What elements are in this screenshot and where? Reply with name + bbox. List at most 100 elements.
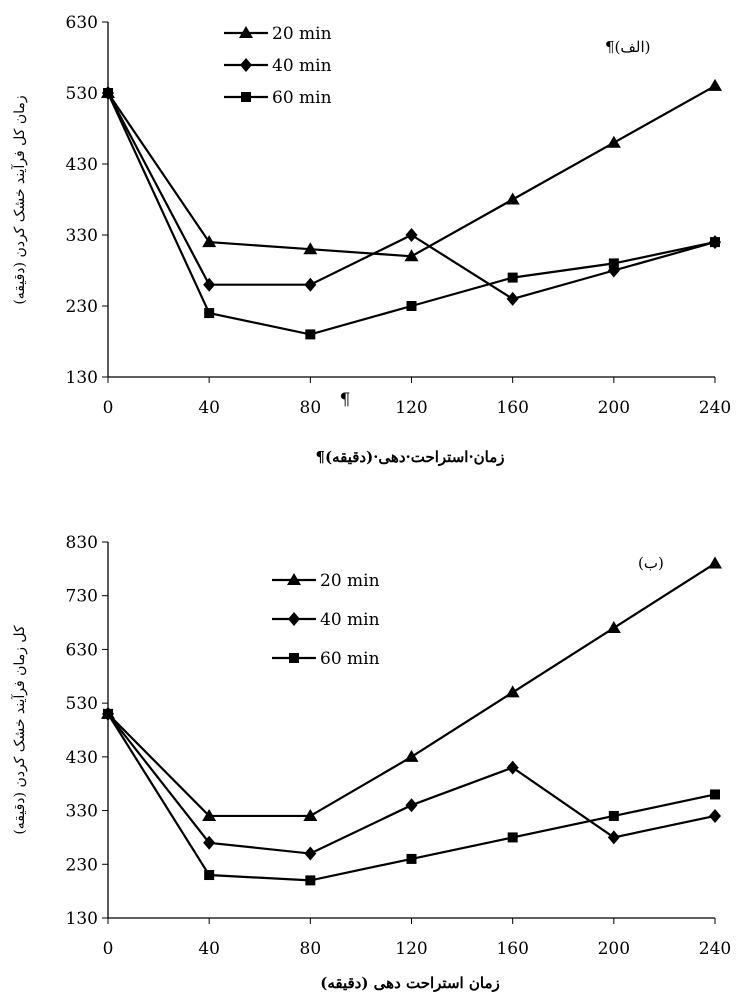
data-point bbox=[404, 249, 419, 262]
data-point bbox=[506, 291, 519, 306]
data-point bbox=[608, 258, 619, 269]
series-square bbox=[103, 708, 720, 886]
legend-entry: 20 min bbox=[272, 571, 380, 591]
y-tick-label: 130 bbox=[66, 368, 98, 388]
data-point bbox=[507, 832, 518, 843]
data-point bbox=[506, 760, 519, 775]
legend-label: 40 min bbox=[320, 610, 380, 630]
data-point bbox=[406, 301, 417, 311]
series-square bbox=[103, 88, 720, 340]
data-point bbox=[103, 88, 113, 98]
data-point bbox=[406, 853, 417, 864]
data-point bbox=[607, 830, 620, 845]
x-tick-label: 40 bbox=[198, 939, 220, 959]
data-point bbox=[606, 620, 621, 633]
y-tick-label: 430 bbox=[66, 155, 98, 175]
x-tick-label: 160 bbox=[496, 939, 528, 959]
chart-a-ylabel: زمان کل فرآیند خشک کردن (دقیقه) bbox=[10, 95, 28, 304]
data-point bbox=[606, 135, 621, 148]
data-point bbox=[608, 810, 619, 821]
data-point bbox=[203, 277, 216, 292]
legend-marker bbox=[239, 26, 253, 38]
series-diamond bbox=[102, 706, 721, 861]
series-line bbox=[107, 713, 716, 855]
data-point bbox=[710, 789, 720, 800]
x-tick-label: 120 bbox=[395, 398, 427, 418]
y-tick-label: 430 bbox=[66, 748, 98, 768]
chart-a-stray-mark: ¶ bbox=[340, 390, 351, 410]
data-point bbox=[507, 272, 518, 283]
legend-entry: 40 min bbox=[272, 610, 380, 630]
x-tick-label: 240 bbox=[699, 939, 731, 959]
chart-a-xlabel: زمان·استراحت·دهی·(دقیقه)¶ bbox=[315, 448, 504, 466]
chart-b: کل زمان فرآیند خشک کردن (دقیقه) (ب) زمان… bbox=[10, 533, 731, 992]
legend-marker bbox=[287, 573, 301, 585]
chart-a-panel-label: (الف)¶ bbox=[605, 38, 651, 56]
series-triangle bbox=[101, 556, 722, 821]
y-tick-label: 730 bbox=[66, 587, 98, 607]
series-line bbox=[107, 92, 716, 301]
x-tick-label: 160 bbox=[496, 398, 528, 418]
y-tick-label: 130 bbox=[66, 909, 98, 929]
legend-marker bbox=[241, 92, 251, 102]
data-point bbox=[305, 329, 316, 340]
y-tick-label: 630 bbox=[66, 13, 98, 33]
chart-b-panel-label: (ب) bbox=[638, 554, 664, 572]
x-tick-label: 120 bbox=[395, 939, 427, 959]
data-point bbox=[709, 808, 721, 823]
legend-label: 60 min bbox=[320, 649, 380, 669]
data-point bbox=[305, 875, 316, 886]
x-tick-label: 40 bbox=[198, 398, 220, 418]
legend-label: 60 min bbox=[272, 88, 332, 108]
data-point bbox=[405, 228, 418, 242]
x-tick-label: 0 bbox=[103, 398, 114, 418]
data-point bbox=[405, 798, 418, 813]
data-point bbox=[708, 78, 722, 91]
y-tick-label: 630 bbox=[66, 640, 98, 660]
y-tick-label: 330 bbox=[66, 802, 98, 822]
y-tick-label: 330 bbox=[66, 226, 98, 246]
legend-entry: 60 min bbox=[272, 649, 380, 669]
series-diamond bbox=[102, 86, 721, 306]
y-tick-label: 530 bbox=[66, 694, 98, 714]
legend-marker bbox=[289, 653, 299, 663]
legend-label: 20 min bbox=[272, 24, 332, 44]
data-point bbox=[203, 835, 216, 850]
legend-entry: 20 min bbox=[224, 24, 332, 44]
data-point bbox=[708, 556, 722, 569]
legend-entry: 60 min bbox=[224, 88, 332, 108]
x-tick-label: 80 bbox=[300, 939, 322, 959]
y-tick-label: 530 bbox=[66, 84, 98, 104]
series-line bbox=[107, 92, 716, 336]
legend-marker bbox=[288, 612, 300, 626]
x-tick-label: 0 bbox=[103, 939, 114, 959]
x-tick-label: 240 bbox=[699, 398, 731, 418]
data-point bbox=[204, 870, 215, 881]
data-point bbox=[202, 808, 217, 821]
legend-label: 20 min bbox=[320, 571, 380, 591]
data-point bbox=[303, 808, 318, 821]
legend-marker bbox=[240, 58, 252, 72]
y-tick-label: 230 bbox=[66, 297, 98, 317]
x-tick-label: 200 bbox=[598, 398, 630, 418]
data-point bbox=[505, 685, 520, 698]
data-point bbox=[404, 749, 419, 762]
data-point bbox=[505, 192, 520, 205]
x-tick-label: 200 bbox=[598, 939, 630, 959]
chart-b-ylabel: کل زمان فرآیند خشک کردن (دقیقه) bbox=[10, 625, 28, 835]
data-point bbox=[304, 277, 317, 292]
data-point bbox=[710, 237, 720, 248]
series-line bbox=[107, 562, 716, 818]
legend-entry: 40 min bbox=[224, 56, 332, 76]
data-point bbox=[304, 846, 317, 861]
x-tick-label: 80 bbox=[300, 398, 322, 418]
y-tick-label: 830 bbox=[66, 533, 98, 553]
legend-label: 40 min bbox=[272, 56, 332, 76]
data-point bbox=[204, 308, 215, 319]
chart-a: زمان کل فرآیند خشک کردن (دقیقه) (الف)¶ ¶… bbox=[10, 13, 731, 466]
data-point bbox=[103, 708, 113, 719]
data-point bbox=[202, 235, 217, 248]
data-point bbox=[303, 242, 318, 255]
y-tick-label: 230 bbox=[66, 855, 98, 875]
